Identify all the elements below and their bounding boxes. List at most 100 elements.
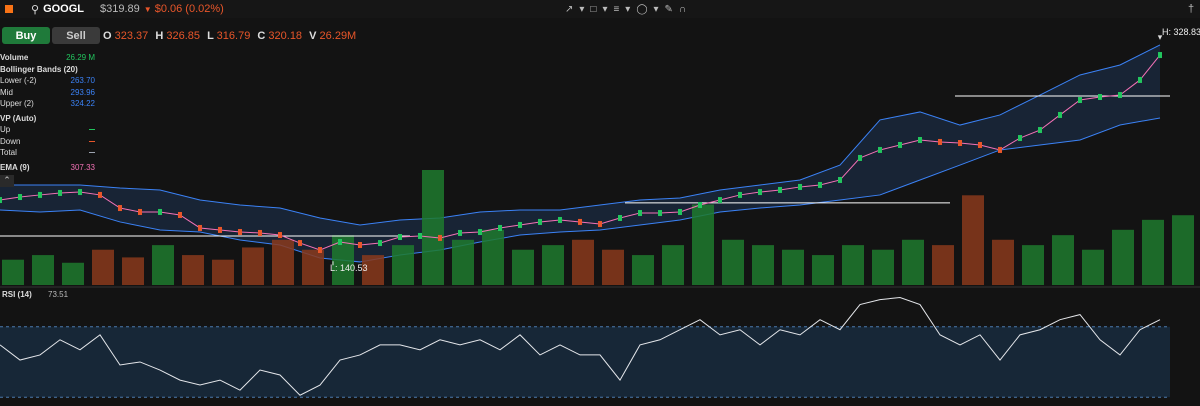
volume-bar: [272, 239, 294, 285]
tool-icon[interactable]: †: [1188, 3, 1195, 15]
candle: [538, 218, 542, 225]
candle: [158, 208, 162, 215]
drawing-tools[interactable]: ↗▾□▾≡▾◯▾✎∩: [565, 3, 693, 15]
legend-row: Up: [0, 124, 95, 136]
legend-value: 26.29 M: [66, 53, 95, 63]
volume-bar: [812, 255, 834, 285]
candle: [1158, 52, 1162, 59]
volume-bar: [1022, 245, 1044, 285]
candle: [198, 224, 202, 231]
rsi-value: 73.51: [48, 290, 69, 299]
volume-bar: [482, 229, 504, 285]
logo: [5, 5, 13, 13]
candle: [998, 146, 1002, 153]
price: $319.89: [100, 3, 140, 15]
candle: [698, 202, 702, 209]
legend-value: 263.70: [70, 76, 95, 86]
candle: [258, 229, 262, 236]
candle: [978, 141, 982, 148]
high-label: H: 328.83: [1162, 27, 1200, 37]
bollinger-lower: [0, 117, 1161, 263]
candle: [238, 229, 242, 236]
candle: [298, 240, 302, 247]
search-icon[interactable]: ⚲: [31, 3, 40, 16]
candle: [98, 191, 102, 198]
volume-bar: [1142, 219, 1164, 285]
candle: [1078, 97, 1082, 104]
legend-row: VP (Auto): [0, 113, 95, 125]
volume-bar: [1052, 235, 1074, 285]
legend-row: EMA (9) 307.33: [0, 162, 95, 174]
high: 326.85: [166, 30, 201, 42]
volume-bar: [602, 249, 624, 285]
candle: [518, 221, 522, 228]
legend-row: Volume 26.29 M: [0, 52, 95, 64]
collapse-button[interactable]: ⌃: [0, 175, 14, 187]
legend-value: 307.33: [70, 162, 95, 172]
legend-label: VP (Auto): [0, 113, 37, 123]
candle: [658, 210, 662, 217]
candle: [498, 224, 502, 231]
legend-label: EMA (9): [0, 162, 30, 172]
candle: [578, 218, 582, 225]
rsi-line: [0, 297, 1161, 396]
v-label: V: [309, 30, 317, 42]
candle: [678, 208, 682, 215]
volume-bar: [332, 235, 354, 285]
volume-bar: [962, 195, 984, 285]
volume-bar: [692, 204, 714, 285]
sell-button[interactable]: Sell: [52, 27, 100, 44]
candle: [898, 141, 902, 148]
volume-bar: [92, 249, 114, 285]
candle: [1138, 76, 1142, 83]
candle: [958, 140, 962, 147]
l-label: L: [207, 30, 214, 42]
candle: [1118, 92, 1122, 99]
candle: [838, 176, 842, 183]
candle: [1038, 127, 1042, 134]
legend-row: Bollinger Bands (20): [0, 64, 95, 76]
legend-label: Volume: [0, 53, 29, 63]
low-label: L: 140.53: [330, 263, 368, 273]
buy-button[interactable]: Buy: [2, 27, 50, 44]
candle: [338, 238, 342, 245]
candle: [458, 229, 462, 236]
legend-label: Up: [0, 125, 11, 135]
volume-bar: [302, 249, 324, 285]
candle: [418, 232, 422, 239]
candle: [138, 208, 142, 215]
legend-label: Mid: [0, 87, 13, 97]
toolbar: ⚲ GOOGL $319.89 ▼ $0.06 (0.02%) ↗▾□▾≡▾◯▾…: [0, 0, 1200, 18]
candle: [58, 189, 62, 196]
legend-row: Upper (2) 324.22: [0, 98, 95, 110]
volume-bar: [872, 249, 894, 285]
volume-bar: [722, 239, 744, 285]
candle: [478, 229, 482, 236]
volume-bar: [122, 257, 144, 285]
volume-bar: [32, 255, 54, 285]
candle: [878, 146, 882, 153]
volume-bar: [242, 247, 264, 285]
candle: [178, 211, 182, 218]
candle: [0, 197, 2, 204]
volume-bar: [842, 245, 864, 285]
rsi-label: RSI (14): [2, 290, 32, 299]
volume-bar: [1112, 229, 1134, 285]
candle: [618, 215, 622, 222]
candle: [38, 191, 42, 198]
volume-bar: [152, 245, 174, 285]
indicator-legend: Volume 26.29 M Bollinger Bands (20) Lower (…: [0, 52, 95, 173]
candle: [278, 232, 282, 239]
candle: [358, 242, 362, 249]
candle: [598, 221, 602, 228]
candle: [558, 216, 562, 223]
symbol[interactable]: GOOGL: [43, 3, 85, 15]
volume-bar: [1172, 215, 1194, 285]
legend-label: Bollinger Bands (20): [0, 64, 78, 74]
candle: [1018, 135, 1022, 142]
rsi-legend: RSI (14) 73.51: [2, 290, 68, 299]
candle: [818, 181, 822, 188]
volume-bar: [662, 245, 684, 285]
